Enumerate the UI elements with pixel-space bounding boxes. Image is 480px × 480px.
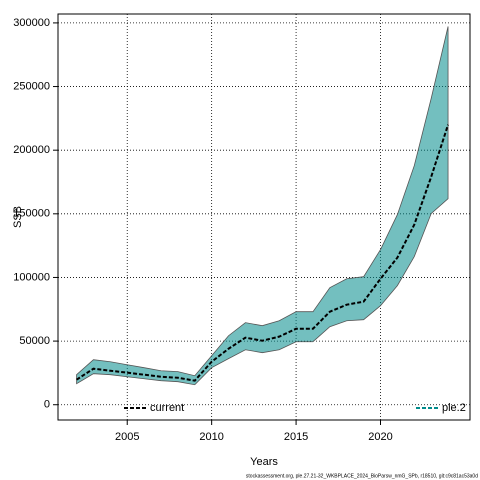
y-axis-label: SSB xyxy=(12,206,24,228)
footer: stockassessment.org, ple.27.21-32_WKBPLA… xyxy=(246,473,478,479)
legend-label: current xyxy=(150,402,184,414)
y-tick-label: 150000 xyxy=(13,208,50,220)
y-tick-label: 250000 xyxy=(13,80,50,92)
y-tick-label: 50000 xyxy=(19,335,50,347)
x-tick-label: 2020 xyxy=(368,431,392,443)
legend-label: ple.2 xyxy=(442,402,466,414)
x-tick-label: 2005 xyxy=(115,431,139,443)
confidence-band xyxy=(76,26,449,386)
y-tick-label: 0 xyxy=(44,399,50,411)
x-tick-label: 2015 xyxy=(284,431,308,443)
y-tick-label: 100000 xyxy=(13,271,50,283)
line xyxy=(76,124,450,382)
plot-frame xyxy=(57,13,471,421)
y-tick-label: 200000 xyxy=(13,144,50,156)
x-axis-label: Years xyxy=(250,456,278,468)
y-tick-label: 300000 xyxy=(13,17,50,29)
x-tick-label: 2010 xyxy=(199,431,223,443)
